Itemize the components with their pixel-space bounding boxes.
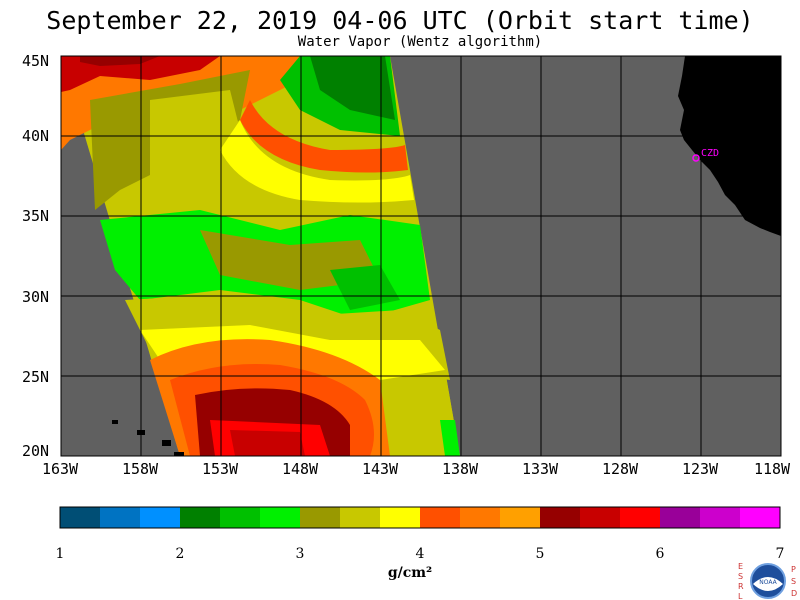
- island-3: [162, 440, 171, 446]
- colorbar-swatch: [380, 507, 421, 528]
- colorbar-swatch: [660, 507, 701, 528]
- band-green-dark-central: [330, 265, 400, 310]
- band-yellow-arc: [220, 120, 414, 203]
- logo-left-letter-e: E: [738, 562, 743, 571]
- lat-label-20N: 20N: [22, 442, 50, 460]
- logo-left-letter-s: S: [738, 572, 743, 581]
- logo-left-letter-l: L: [738, 592, 743, 600]
- band-orange-arc: [240, 100, 408, 173]
- colorbar-swatch: [620, 507, 661, 528]
- land-west-coast: [678, 56, 781, 236]
- lon-label-133W: 133W: [521, 460, 559, 478]
- colorbar-swatch: [500, 507, 541, 528]
- colorbar-tick-5: 5: [535, 546, 545, 562]
- band-green-north-dark: [310, 56, 395, 120]
- colorbar-swatch: [540, 507, 581, 528]
- lon-label-158W: 158W: [121, 460, 159, 478]
- colorbar-swatch: [700, 507, 741, 528]
- colorbar-swatch: [260, 507, 301, 528]
- station-label: CZD: [701, 148, 719, 159]
- lon-label-148W: 148W: [281, 460, 319, 478]
- lon-label-128W: 128W: [601, 460, 639, 478]
- lon-label-143W: 143W: [361, 460, 399, 478]
- colorbar-tick-2: 2: [175, 546, 185, 562]
- map-grid: [61, 56, 781, 456]
- colorbar-tick-6: 6: [655, 546, 665, 562]
- colorbar-swatch: [180, 507, 221, 528]
- station-marker: [692, 154, 700, 162]
- lat-label-30N: 30N: [22, 288, 50, 306]
- island-1: [112, 420, 118, 424]
- colorbar-unit: g/cm²: [387, 565, 433, 581]
- band-southeast-yellow: [380, 370, 460, 456]
- colorbar-tick-4: 4: [415, 546, 425, 562]
- lon-label-153W: 153W: [201, 460, 239, 478]
- colorbar-tick-3: 3: [295, 546, 305, 562]
- lon-label-123W: 123W: [681, 460, 719, 478]
- map-title: September 22, 2019 04-06 UTC (Orbit star…: [46, 6, 754, 35]
- lat-label-35N: 35N: [22, 207, 50, 225]
- map-frame: [60, 55, 782, 457]
- colorbar-swatch: [220, 507, 261, 528]
- map-subtitle: Water Vapor (Wentz algorithm): [297, 34, 543, 50]
- colorbar: [60, 507, 781, 528]
- colorbar-swatch: [340, 507, 381, 528]
- logo-right-letter-d: D: [791, 589, 797, 598]
- colorbar-swatch: [300, 507, 341, 528]
- swath-group: [61, 56, 460, 456]
- colorbar-swatch: [420, 507, 461, 528]
- colorbar-tick-1: 1: [55, 546, 65, 562]
- colorbar-frame: [59, 506, 781, 529]
- noaa-logo: E S R L NOAA P S D: [738, 562, 797, 600]
- lon-label-138W: 138W: [441, 460, 479, 478]
- band-top-darkred: [80, 56, 160, 66]
- lon-label-118W: 118W: [753, 460, 791, 478]
- colorbar-swatch: [580, 507, 621, 528]
- band-south-red-inner: [230, 430, 305, 456]
- colorbar-swatch: [60, 507, 101, 528]
- noaa-emblem-label: NOAA: [759, 579, 777, 586]
- logo-left-letter-r: R: [738, 582, 744, 591]
- lon-label-163W: 163W: [41, 460, 79, 478]
- colorbar-swatch: [460, 507, 501, 528]
- logo-right-letter-s: S: [791, 577, 796, 586]
- colorbar-tick-7: 7: [775, 546, 785, 562]
- colorbar-swatch: [740, 507, 781, 528]
- lat-label-45N: 45N: [22, 52, 50, 70]
- colorbar-swatch: [100, 507, 141, 528]
- noaa-emblem-bird: [753, 577, 783, 591]
- logo-right-letter-p: P: [791, 565, 796, 574]
- lat-label-25N: 25N: [22, 368, 50, 386]
- band-yellow-upper: [150, 90, 240, 180]
- colorbar-swatch: [140, 507, 181, 528]
- island-4: [174, 452, 184, 456]
- lat-label-40N: 40N: [22, 127, 50, 145]
- band-southeast-green: [440, 420, 460, 456]
